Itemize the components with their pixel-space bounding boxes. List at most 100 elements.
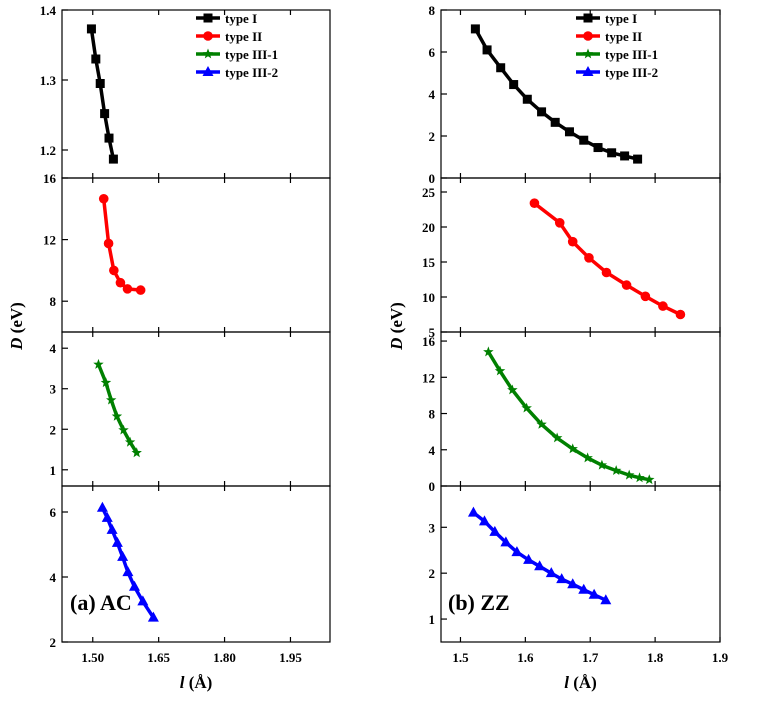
x-axis-label-unit: (Å): [569, 673, 597, 692]
y-axis-label-symbol: D: [7, 338, 26, 351]
x-tick-label: 1.6: [517, 650, 534, 665]
y-tick-label: 12: [422, 370, 435, 385]
y-tick-label: 6: [50, 505, 57, 520]
data-point: [564, 127, 574, 137]
data-point: [537, 107, 547, 117]
legend-label: type II: [605, 29, 642, 44]
legend-label: type I: [605, 11, 637, 26]
panel-label: (a) AC: [70, 590, 132, 615]
subplot-type-i: 0 2 4 6 8: [429, 3, 721, 186]
data-point: [675, 309, 686, 320]
data-point: [588, 588, 600, 599]
legend-marker: [582, 48, 594, 59]
legend-marker: [202, 48, 214, 59]
data-point: [596, 459, 608, 470]
data-point: [131, 447, 142, 458]
data-point: [611, 465, 622, 475]
data-point: [104, 133, 114, 143]
data-point: [106, 394, 117, 405]
data-point: [658, 301, 668, 311]
data-point: [470, 24, 480, 34]
x-tick-label: 1.65: [147, 650, 170, 665]
data-point: [579, 135, 589, 145]
y-tick-label: 16: [422, 334, 436, 349]
data-point: [500, 536, 512, 547]
data-point: [109, 265, 119, 276]
y-tick-label: 0: [429, 171, 436, 186]
y-tick-label: 1.2: [40, 143, 56, 158]
legend: type I type II type III-1 type III-2: [576, 11, 658, 80]
y-tick-label: 16: [43, 171, 57, 186]
data-point: [607, 148, 617, 158]
data-point: [489, 525, 501, 536]
data-point: [111, 410, 123, 421]
data-point: [115, 277, 126, 288]
y-tick-label: 12: [43, 233, 56, 248]
y-tick-label: 2: [50, 635, 57, 650]
x-tick-label: 1.8: [647, 650, 664, 665]
plot-frame: [440, 177, 721, 333]
data-point: [106, 523, 118, 534]
panel-label: (b) ZZ: [448, 590, 510, 615]
y-axis-label-symbol: D: [387, 338, 406, 351]
y-tick-label: 4: [429, 443, 436, 458]
y-tick-label: 4: [50, 341, 57, 356]
data-point: [545, 567, 557, 578]
data-point: [534, 560, 546, 571]
x-tick-label: 1.9: [712, 650, 729, 665]
plot-frame: [440, 485, 721, 643]
subplot-type-ii: 5 10 15 20 25: [422, 177, 721, 340]
data-point: [556, 573, 568, 584]
legend-marker: [203, 13, 213, 23]
data-point: [96, 501, 108, 512]
y-tick-label: 3: [50, 382, 57, 397]
data-point: [550, 117, 560, 127]
data-point: [98, 193, 109, 204]
y-tick-label: 8: [429, 407, 436, 422]
data-point: [567, 578, 579, 589]
data-point: [554, 218, 565, 228]
data-point: [523, 553, 535, 564]
subplot-type-iii-1: 1 2 3 4: [50, 331, 331, 487]
data-point: [536, 418, 547, 429]
data-point: [128, 580, 140, 591]
y-tick-label: 15: [422, 255, 436, 270]
y-tick-label: 0: [429, 479, 436, 494]
x-axis-label-symbol: l: [180, 673, 185, 692]
y-tick-label: 10: [422, 290, 435, 305]
data-point: [551, 432, 563, 443]
plot-frame: [440, 331, 721, 487]
data-point: [621, 280, 632, 290]
x-axis-label: l (Å): [180, 673, 213, 692]
data-point: [593, 143, 603, 153]
y-tick-label: 8: [429, 3, 436, 18]
data-point: [509, 80, 519, 90]
data-point: [478, 515, 490, 526]
data-point: [91, 54, 101, 64]
data-point: [111, 536, 123, 547]
data-point: [521, 402, 532, 413]
series-line: [486, 350, 650, 482]
legend-label: type III-2: [225, 65, 278, 80]
data-point: [101, 511, 113, 522]
y-axis-label-unit: (eV): [7, 302, 26, 337]
data-point: [137, 595, 149, 606]
legend-marker: [582, 66, 594, 76]
data-point: [117, 550, 129, 561]
subplot-type-ii: 8 12 16: [43, 171, 331, 333]
plot-frame: [61, 485, 331, 643]
y-tick-label: 2: [429, 566, 436, 581]
data-point: [100, 377, 112, 388]
data-point: [522, 94, 532, 104]
data-point: [601, 267, 612, 278]
legend-label: type I: [225, 11, 257, 26]
subplot-type-iii-1: 0 4 8 12 16: [422, 331, 721, 494]
y-tick-label: 20: [422, 220, 435, 235]
data-point: [122, 284, 133, 294]
subplot-type-iii-2: 1 2 3: [429, 485, 721, 643]
y-tick-label: 1: [429, 612, 436, 627]
data-point: [634, 472, 645, 483]
data-point: [100, 109, 110, 119]
x-tick-label: 1.5: [452, 650, 469, 665]
